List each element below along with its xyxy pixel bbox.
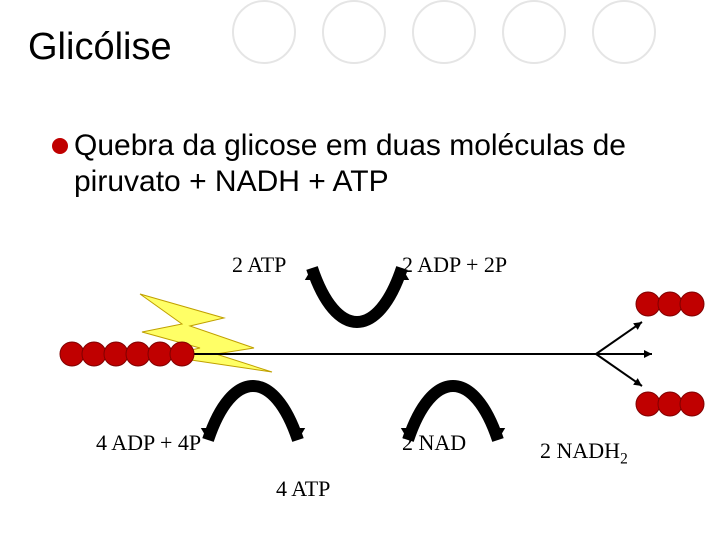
- label-2-nad: 2 NAD: [402, 430, 466, 456]
- slide-root: Glicólise Quebra da glicose em duas molé…: [0, 0, 720, 540]
- header-circle-icon: [232, 0, 296, 64]
- pyruvate-unit-icon: [658, 392, 682, 416]
- label-4-atp: 4 ATP: [276, 476, 330, 502]
- pyruvate-unit-icon: [658, 292, 682, 316]
- label-2-nadh2: 2 NADH2: [540, 438, 628, 468]
- glucose-unit-icon: [60, 342, 84, 366]
- header-circle-icon: [322, 0, 386, 64]
- pyruvate-unit-icon: [680, 392, 704, 416]
- reaction-arc-icon: [312, 268, 402, 322]
- header-circle-icon: [502, 0, 566, 64]
- reaction-arc-icon: [208, 386, 298, 440]
- lightning-icon: [140, 294, 272, 372]
- header-circle-icon: [412, 0, 476, 64]
- header-circle-icon: [592, 0, 656, 64]
- bullet-text: Quebra da glicose em duas moléculas de p…: [74, 128, 672, 200]
- pyruvate-unit-icon: [680, 292, 704, 316]
- pyruvate-unit-icon: [636, 292, 660, 316]
- pyruvate-unit-icon: [636, 392, 660, 416]
- glucose-unit-icon: [82, 342, 106, 366]
- label-4-adp-4p: 4 ADP + 4P: [96, 430, 201, 456]
- page-title: Glicólise: [28, 26, 172, 69]
- label-2-atp: 2 ATP: [232, 252, 286, 278]
- label-2-adp-2p: 2 ADP + 2P: [402, 252, 507, 278]
- glucose-unit-icon: [170, 342, 194, 366]
- glucose-unit-icon: [148, 342, 172, 366]
- bullet-item: Quebra da glicose em duas moléculas de p…: [52, 128, 672, 200]
- glucose-unit-icon: [104, 342, 128, 366]
- glucose-unit-icon: [126, 342, 150, 366]
- bullet-dot-icon: [52, 138, 68, 154]
